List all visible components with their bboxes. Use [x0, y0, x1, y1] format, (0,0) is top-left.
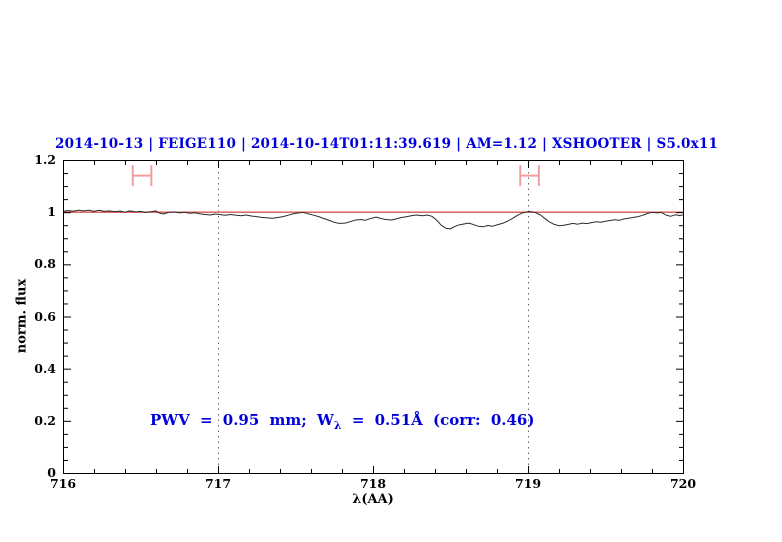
- y-tick-label: 1.2: [34, 152, 56, 167]
- annotation-suffix: = 0.51Å (corr: 0.46): [341, 411, 535, 429]
- x-tick-label: 716: [49, 476, 77, 491]
- pwv-annotation: PWV = 0.95 mm; Wλ = 0.51Å (corr: 0.46): [150, 411, 534, 432]
- y-tick-label: 0.6: [34, 309, 56, 324]
- y-tick-label: 1: [47, 204, 56, 219]
- y-tick-label: 0: [47, 465, 56, 480]
- x-tick-label: 720: [669, 476, 697, 491]
- x-tick-label: 719: [514, 476, 542, 491]
- x-tick-label: 718: [359, 476, 387, 491]
- y-tick-label: 0.8: [34, 256, 56, 271]
- annotation-prefix: PWV = 0.95 mm; W: [150, 411, 334, 429]
- y-tick-label: 0.4: [34, 361, 56, 376]
- y-tick-label: 0.2: [34, 413, 56, 428]
- annotation-lambda-subscript: λ: [333, 419, 342, 432]
- x-tick-label: 717: [204, 476, 232, 491]
- spectrum-line: [62, 209, 684, 230]
- plot-frame: [63, 160, 684, 474]
- plot-title: 2014-10-13 | FEIGE110 | 2014-10-14T01:11…: [55, 136, 719, 152]
- x-axis-label: λ(AA): [352, 492, 394, 507]
